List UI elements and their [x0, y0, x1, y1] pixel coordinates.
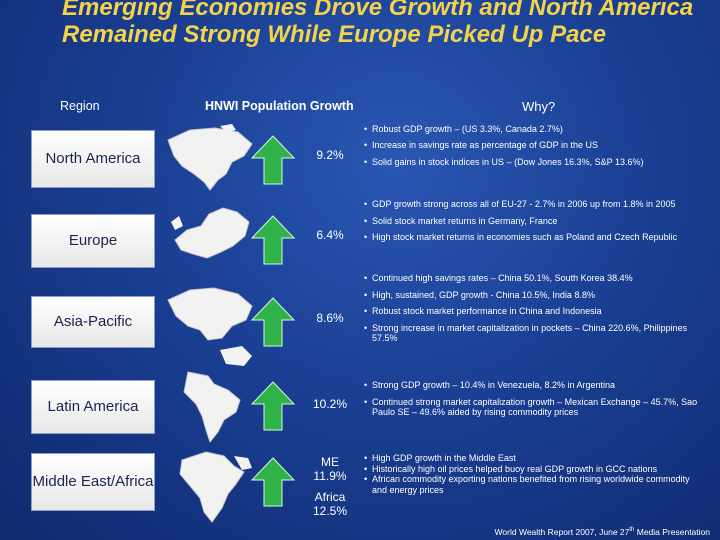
footer-sup: th: [629, 527, 635, 534]
bullet-text: Solid gains in stock indices in US – (Do…: [364, 157, 704, 168]
me-value: 11.9%: [313, 469, 347, 483]
footer-text: World Wealth Report 2007, June 27: [494, 527, 630, 537]
region-label: Latin America: [47, 398, 139, 415]
bullet-text: High GDP growth in the Middle East: [364, 453, 704, 464]
bullet-text: African commodity exporting nations bene…: [364, 474, 704, 495]
footer-suffix: Media Presentation: [634, 527, 710, 537]
footer-source: World Wealth Report 2007, June 27th Medi…: [495, 527, 710, 537]
bullets-europe: GDP growth strong across all of EU-27 - …: [364, 199, 704, 243]
region-label: Asia-Pacific: [53, 313, 133, 330]
region-box-middle-east-africa: Middle East/Africa: [31, 453, 155, 511]
growth-value: 10.2%: [312, 397, 348, 411]
asia-pacific-map-icon: [167, 287, 253, 366]
growth-value-me: ME 11.9%: [302, 455, 358, 483]
header-region: Region: [60, 99, 100, 113]
header-hnwi-growth: HNWI Population Growth: [205, 99, 354, 113]
region-box-asia-pacific: Asia-Pacific: [31, 296, 155, 348]
region-label: North America: [45, 150, 141, 167]
bullet-text: Historically high oil prices helped buoy…: [364, 464, 704, 475]
growth-value: 9.2%: [316, 148, 344, 162]
europe-map-icon: [171, 207, 250, 259]
bullet-text: Solid stock market returns in Germany, F…: [364, 216, 704, 227]
bullet-text: High, sustained, GDP growth - China 10.5…: [364, 290, 704, 301]
slide-title: Emerging Economies Drove Growth and Nort…: [62, 0, 694, 48]
region-box-europe: Europe: [31, 214, 155, 268]
bullet-text: Continued strong market capitalization g…: [364, 397, 704, 418]
growth-up-arrow-icon: [250, 215, 296, 265]
bullets-latin-america: Strong GDP growth – 10.4% in Venezuela, …: [364, 380, 704, 418]
bullet-text: Robust GDP growth – (US 3.3%, Canada 2.7…: [364, 124, 704, 135]
bullet-text: Strong GDP growth – 10.4% in Venezuela, …: [364, 380, 704, 391]
growth-up-arrow-icon: [250, 381, 296, 431]
bullet-text: Robust stock market performance in China…: [364, 306, 704, 317]
bullet-text: GDP growth strong across all of EU-27 - …: [364, 199, 704, 210]
growth-value-africa: Africa 12.5%: [302, 490, 358, 518]
growth-up-arrow-icon: [250, 457, 296, 507]
growth-value: 8.6%: [316, 311, 344, 325]
region-box-north-america: North America: [31, 130, 155, 188]
north-america-map-icon: [167, 124, 253, 191]
bullets-north-america: Robust GDP growth – (US 3.3%, Canada 2.7…: [364, 124, 704, 168]
bullets-asia-pacific: Continued high savings rates – China 50.…: [364, 273, 704, 344]
africa-map-icon: [179, 451, 252, 523]
bullets-middle-east-africa: High GDP growth in the Middle East Histo…: [364, 453, 704, 495]
bullet-text: Continued high savings rates – China 50.…: [364, 273, 704, 284]
growth-up-arrow-icon: [250, 135, 296, 185]
africa-value: 12.5%: [312, 504, 348, 518]
bullet-text: High stock market returns in economies s…: [364, 232, 704, 243]
latin-america-map-icon: [183, 371, 241, 444]
header-why: Why?: [522, 99, 556, 114]
africa-label: Africa: [314, 490, 346, 504]
growth-value: 6.4%: [316, 228, 344, 242]
growth-up-arrow-icon: [250, 297, 296, 347]
me-label: ME: [321, 455, 339, 469]
region-label: Europe: [68, 232, 118, 249]
bullet-text: Increase in savings rate as percentage o…: [364, 140, 704, 151]
region-box-latin-america: Latin America: [31, 380, 155, 434]
bullet-text: Strong increase in market capitalization…: [364, 323, 704, 344]
region-label: Middle East/Africa: [32, 473, 154, 490]
